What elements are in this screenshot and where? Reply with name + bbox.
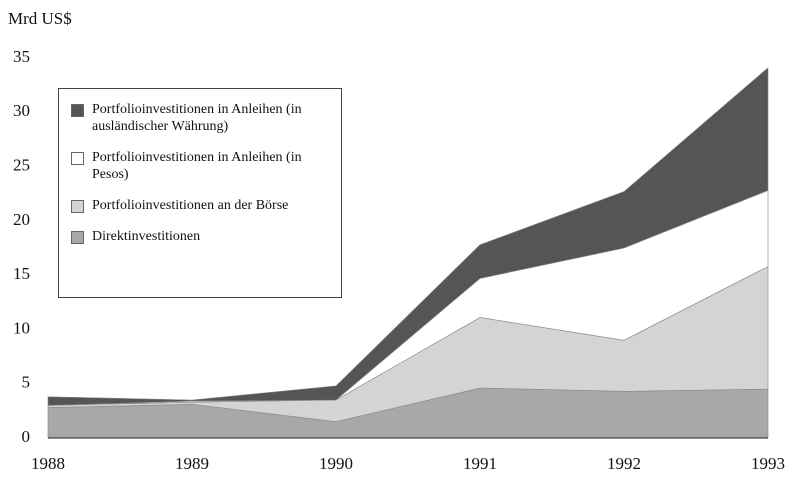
y-tick-label: 20 xyxy=(13,210,30,229)
x-tick-label: 1989 xyxy=(175,454,209,473)
legend-label: Portfolioinvestitionen in Anleihen (in P… xyxy=(92,150,302,182)
y-tick-label: 0 xyxy=(22,427,31,446)
legend-label: Direktinvestitionen xyxy=(92,229,201,244)
x-tick-label: 1992 xyxy=(607,454,641,473)
y-axis-label: Mrd US$ xyxy=(8,9,72,28)
y-tick-label: 25 xyxy=(13,155,30,174)
x-tick-label: 1988 xyxy=(31,454,65,473)
y-tick-label: 35 xyxy=(13,47,30,66)
x-tick-label: 1990 xyxy=(319,454,353,473)
y-tick-label: 30 xyxy=(13,101,30,120)
legend: Portfolioinvestitionen in Anleihen (in a… xyxy=(58,88,342,298)
x-tick-label: 1991 xyxy=(463,454,497,473)
legend-entry: Portfolioinvestitionen in Anleihen (in P… xyxy=(67,149,333,183)
area xyxy=(47,67,769,406)
legend-entry: Portfolioinvestitionen an der Börse xyxy=(67,197,333,214)
x-tick-label: 1993 xyxy=(751,454,785,473)
y-tick-label: 15 xyxy=(13,264,30,283)
legend-entry: Direktinvestitionen xyxy=(67,228,333,245)
legend-label: Portfolioinvestitionen an der Börse xyxy=(92,198,289,213)
legend-swatch xyxy=(71,104,84,117)
y-tick-label: 5 xyxy=(22,373,31,392)
legend-swatch xyxy=(71,152,84,165)
legend-swatch xyxy=(71,231,84,244)
legend-entry: Portfolioinvestitionen in Anleihen (in a… xyxy=(67,101,333,135)
legend-label: Portfolioinvestitionen in Anleihen (in a… xyxy=(92,102,302,134)
legend-swatch xyxy=(71,200,84,213)
y-tick-label: 10 xyxy=(13,318,30,337)
